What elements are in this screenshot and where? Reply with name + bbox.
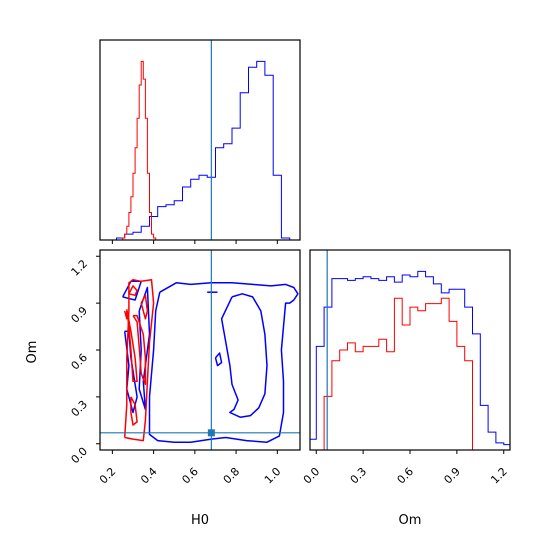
contour-series-1 <box>220 293 268 418</box>
x-tick-label: 0.8 <box>221 465 243 487</box>
contour-series-2 <box>140 294 149 320</box>
om-histogram-series-2 <box>323 297 473 450</box>
om-histogram-series-1 <box>310 270 510 450</box>
y-tick-label: 0.3 <box>69 398 91 420</box>
contour-series-2 <box>132 314 147 386</box>
truth-marker <box>207 429 215 437</box>
contour-series-2 <box>128 285 138 297</box>
h0-histogram-series-1 <box>100 60 298 240</box>
x-axis-label-h0: H0 <box>191 513 209 528</box>
contour-series-1 <box>214 352 223 367</box>
y-tick-label: 1.2 <box>69 257 91 279</box>
contour-series-1 <box>122 280 142 301</box>
y-tick-label: 0.6 <box>69 351 91 373</box>
contour-series-2 <box>123 278 155 442</box>
x-tick-label: 0.3 <box>348 465 370 487</box>
x-axis-label-om: Om <box>399 513 422 528</box>
contour-series-1 <box>138 286 151 411</box>
contour-series-2 <box>123 310 128 320</box>
x-tick-label: 0.9 <box>441 465 463 487</box>
contour-series-2 <box>126 309 138 383</box>
x-tick-label: 0.4 <box>138 465 160 487</box>
panel-frame <box>99 39 301 241</box>
axis-labels: H0 Om Om <box>25 341 421 528</box>
x-tick-label: 0.0 <box>301 465 323 487</box>
h0-om-contour-panel: 0.2 0.4 0.6 0.8 1.0 0.0 0.3 0.6 0.9 1.2 <box>69 249 301 487</box>
contour-series-1 <box>148 282 299 443</box>
x-tick-label: 0.2 <box>97 465 119 487</box>
contour-series-2 <box>130 396 138 426</box>
y-tick-label: 0.9 <box>69 304 91 326</box>
x-tick-label: 1.2 <box>488 465 510 487</box>
x-tick-label: 1.0 <box>262 465 284 487</box>
h0-histogram-series-2 <box>120 60 157 240</box>
x-tick-label: 0.6 <box>179 465 201 487</box>
x-tick-label: 0.6 <box>395 465 417 487</box>
om-histogram-panel: 0.0 0.3 0.6 0.9 1.2 <box>301 249 511 487</box>
h0-histogram-panel <box>99 39 301 244</box>
y-tick-label: 0.0 <box>69 445 91 467</box>
y-axis-label-om: Om <box>25 341 40 364</box>
